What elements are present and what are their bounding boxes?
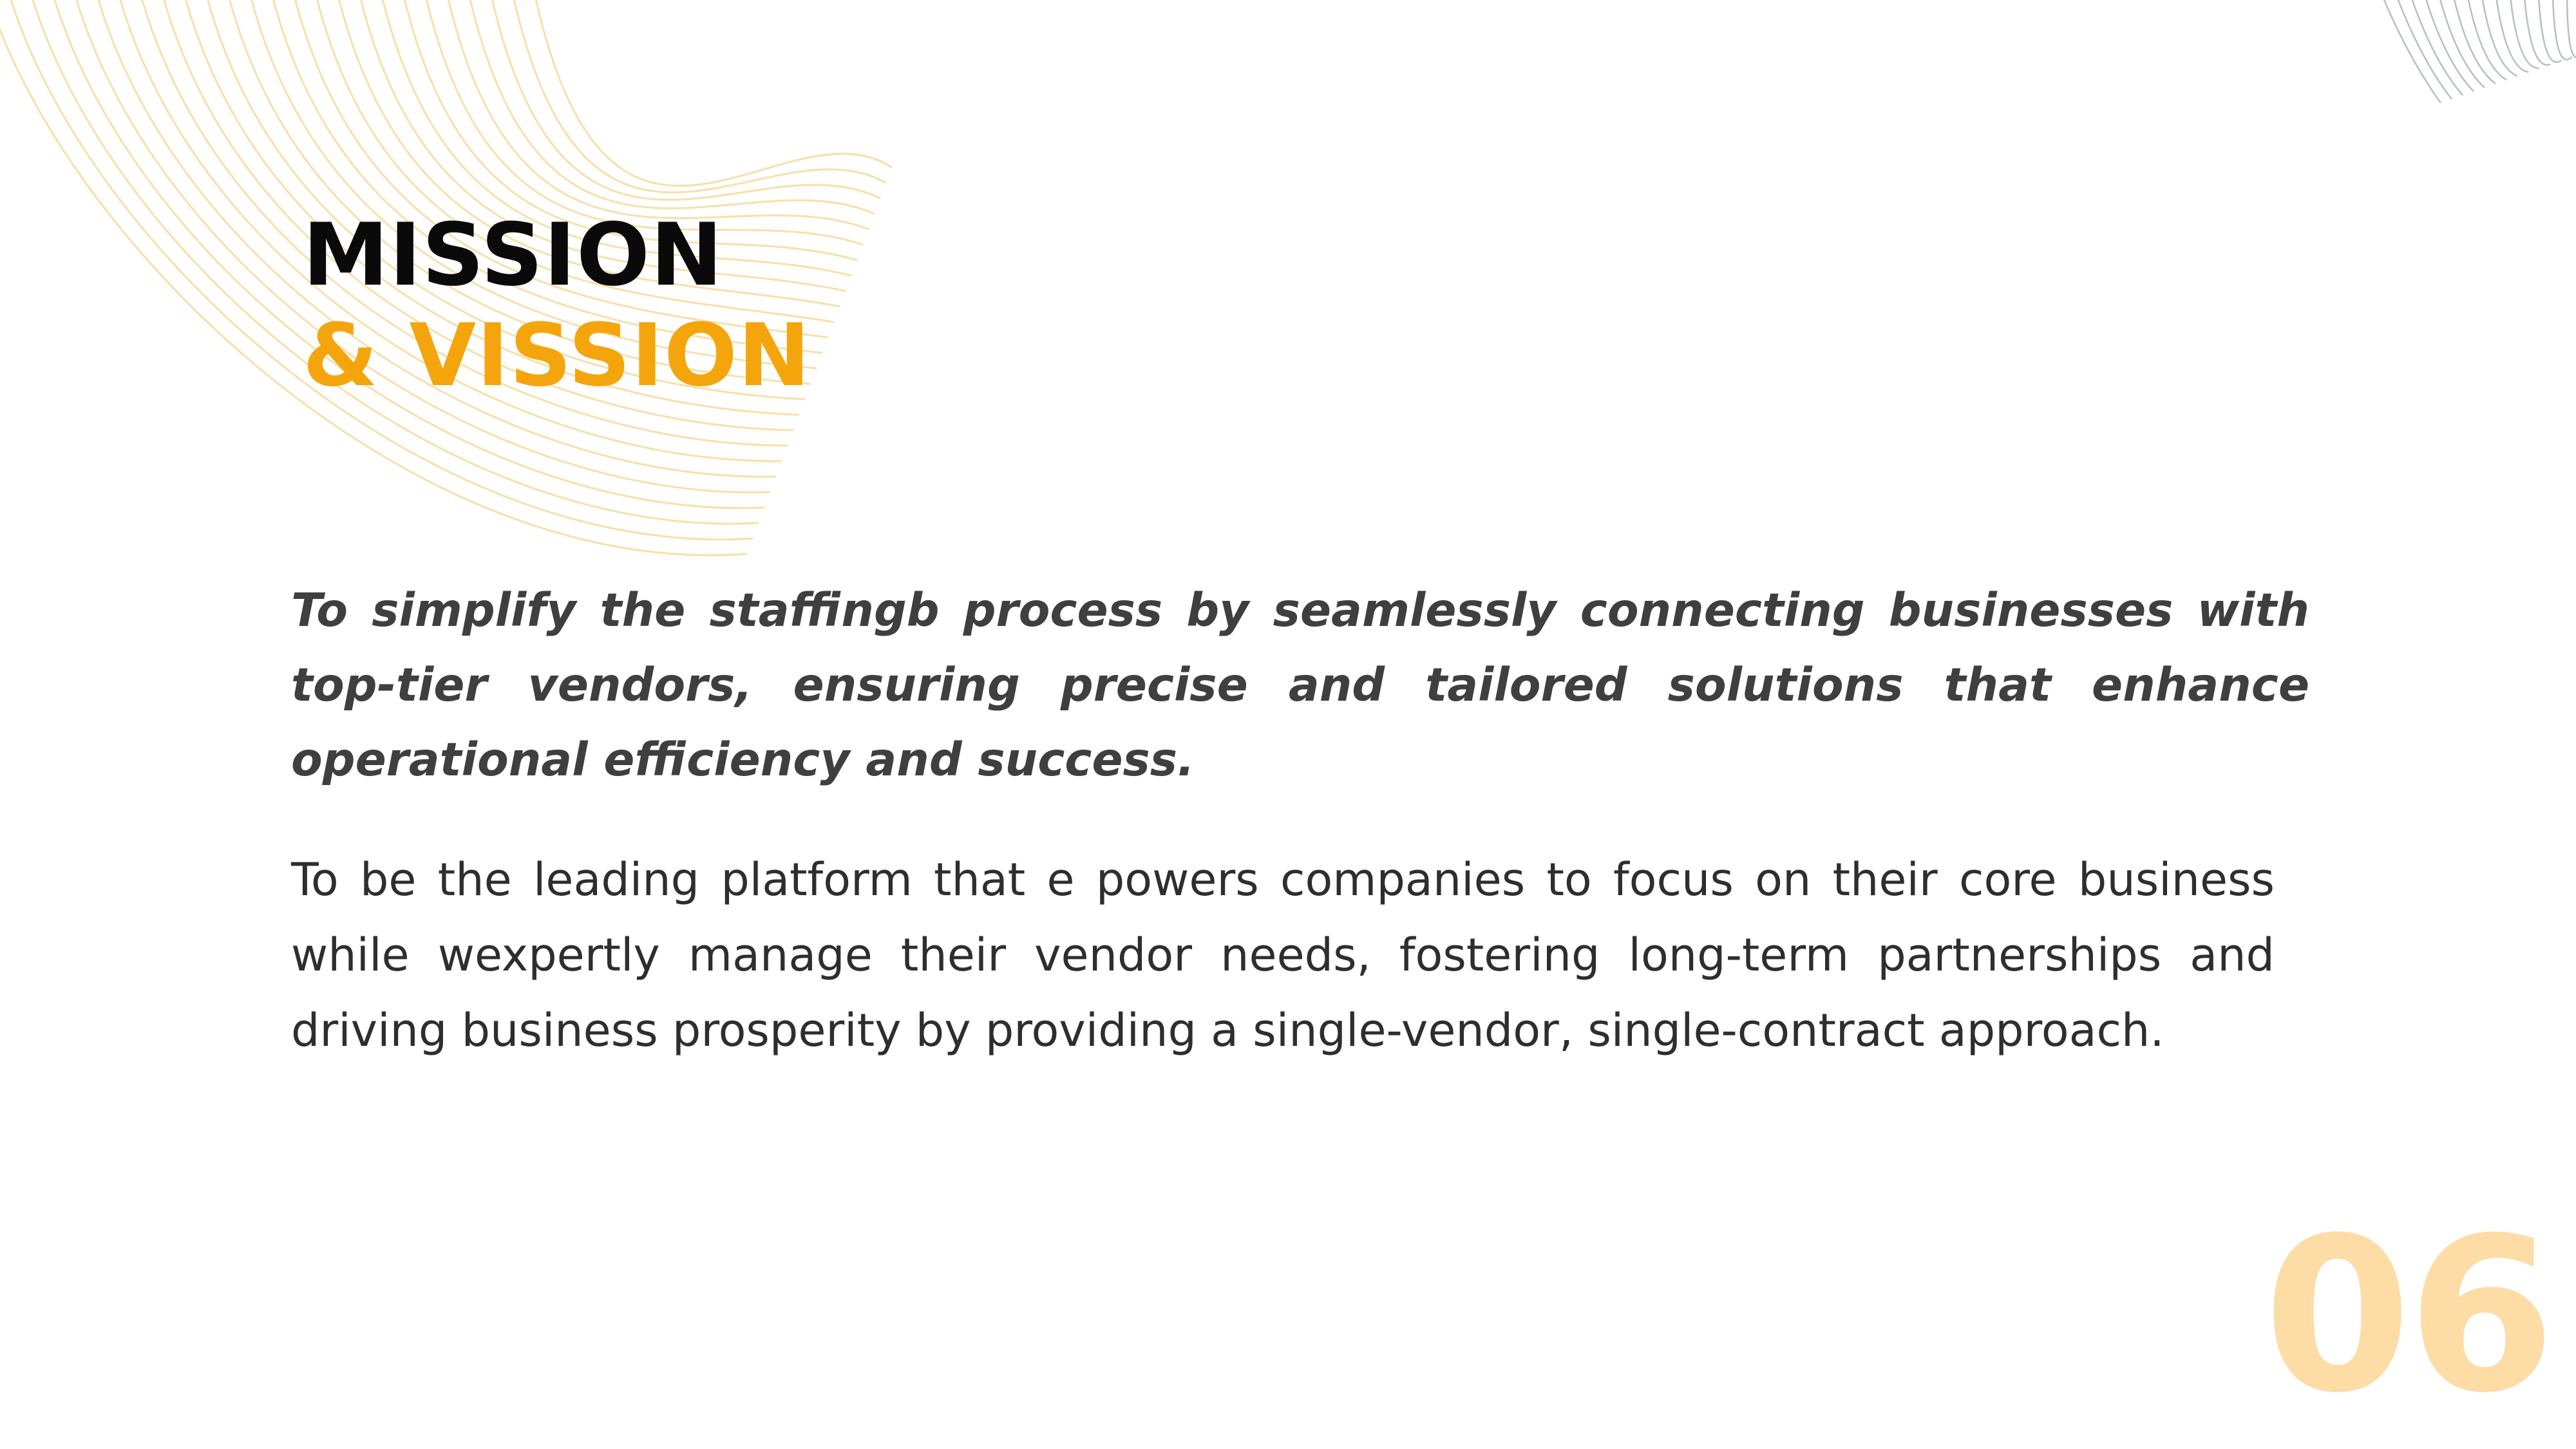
decorative-wave-line	[447, 0, 869, 231]
decorative-wave-line	[535, 0, 893, 187]
mission-statement: To simplify the staffingb process by sea…	[291, 583, 2309, 786]
decorative-corner-line	[2481, 0, 2518, 77]
decorative-lines-top-right	[2383, 0, 2576, 104]
vision-statement: To be the leading platform that e powers…	[291, 853, 2275, 1057]
page-title: MISSION & VISSION	[303, 205, 811, 406]
decorative-corner-line	[2425, 0, 2474, 92]
decorative-wave-line	[513, 0, 887, 194]
decorative-wave-line	[469, 0, 875, 215]
decorative-corner-line	[2552, 0, 2573, 61]
decorative-corner-line	[2496, 0, 2529, 73]
decorative-corner-line	[2397, 0, 2452, 100]
decorative-corner-line	[2566, 0, 2576, 59]
decorative-corner-line	[2411, 0, 2463, 96]
title-line-mission: MISSION	[303, 205, 724, 305]
page-number: 06	[2263, 1192, 2555, 1439]
decorative-corner-line	[2439, 0, 2485, 88]
decorative-corner-line	[2467, 0, 2507, 81]
decorative-corner-line	[2524, 0, 2551, 66]
title-line-vision: & VISSION	[303, 305, 811, 406]
decorative-corner-line	[2510, 0, 2540, 70]
decorative-corner-line	[2383, 0, 2442, 104]
decorative-corner-line	[2538, 0, 2562, 63]
decorative-wave-line	[491, 0, 881, 201]
decorative-corner-line	[2453, 0, 2496, 84]
